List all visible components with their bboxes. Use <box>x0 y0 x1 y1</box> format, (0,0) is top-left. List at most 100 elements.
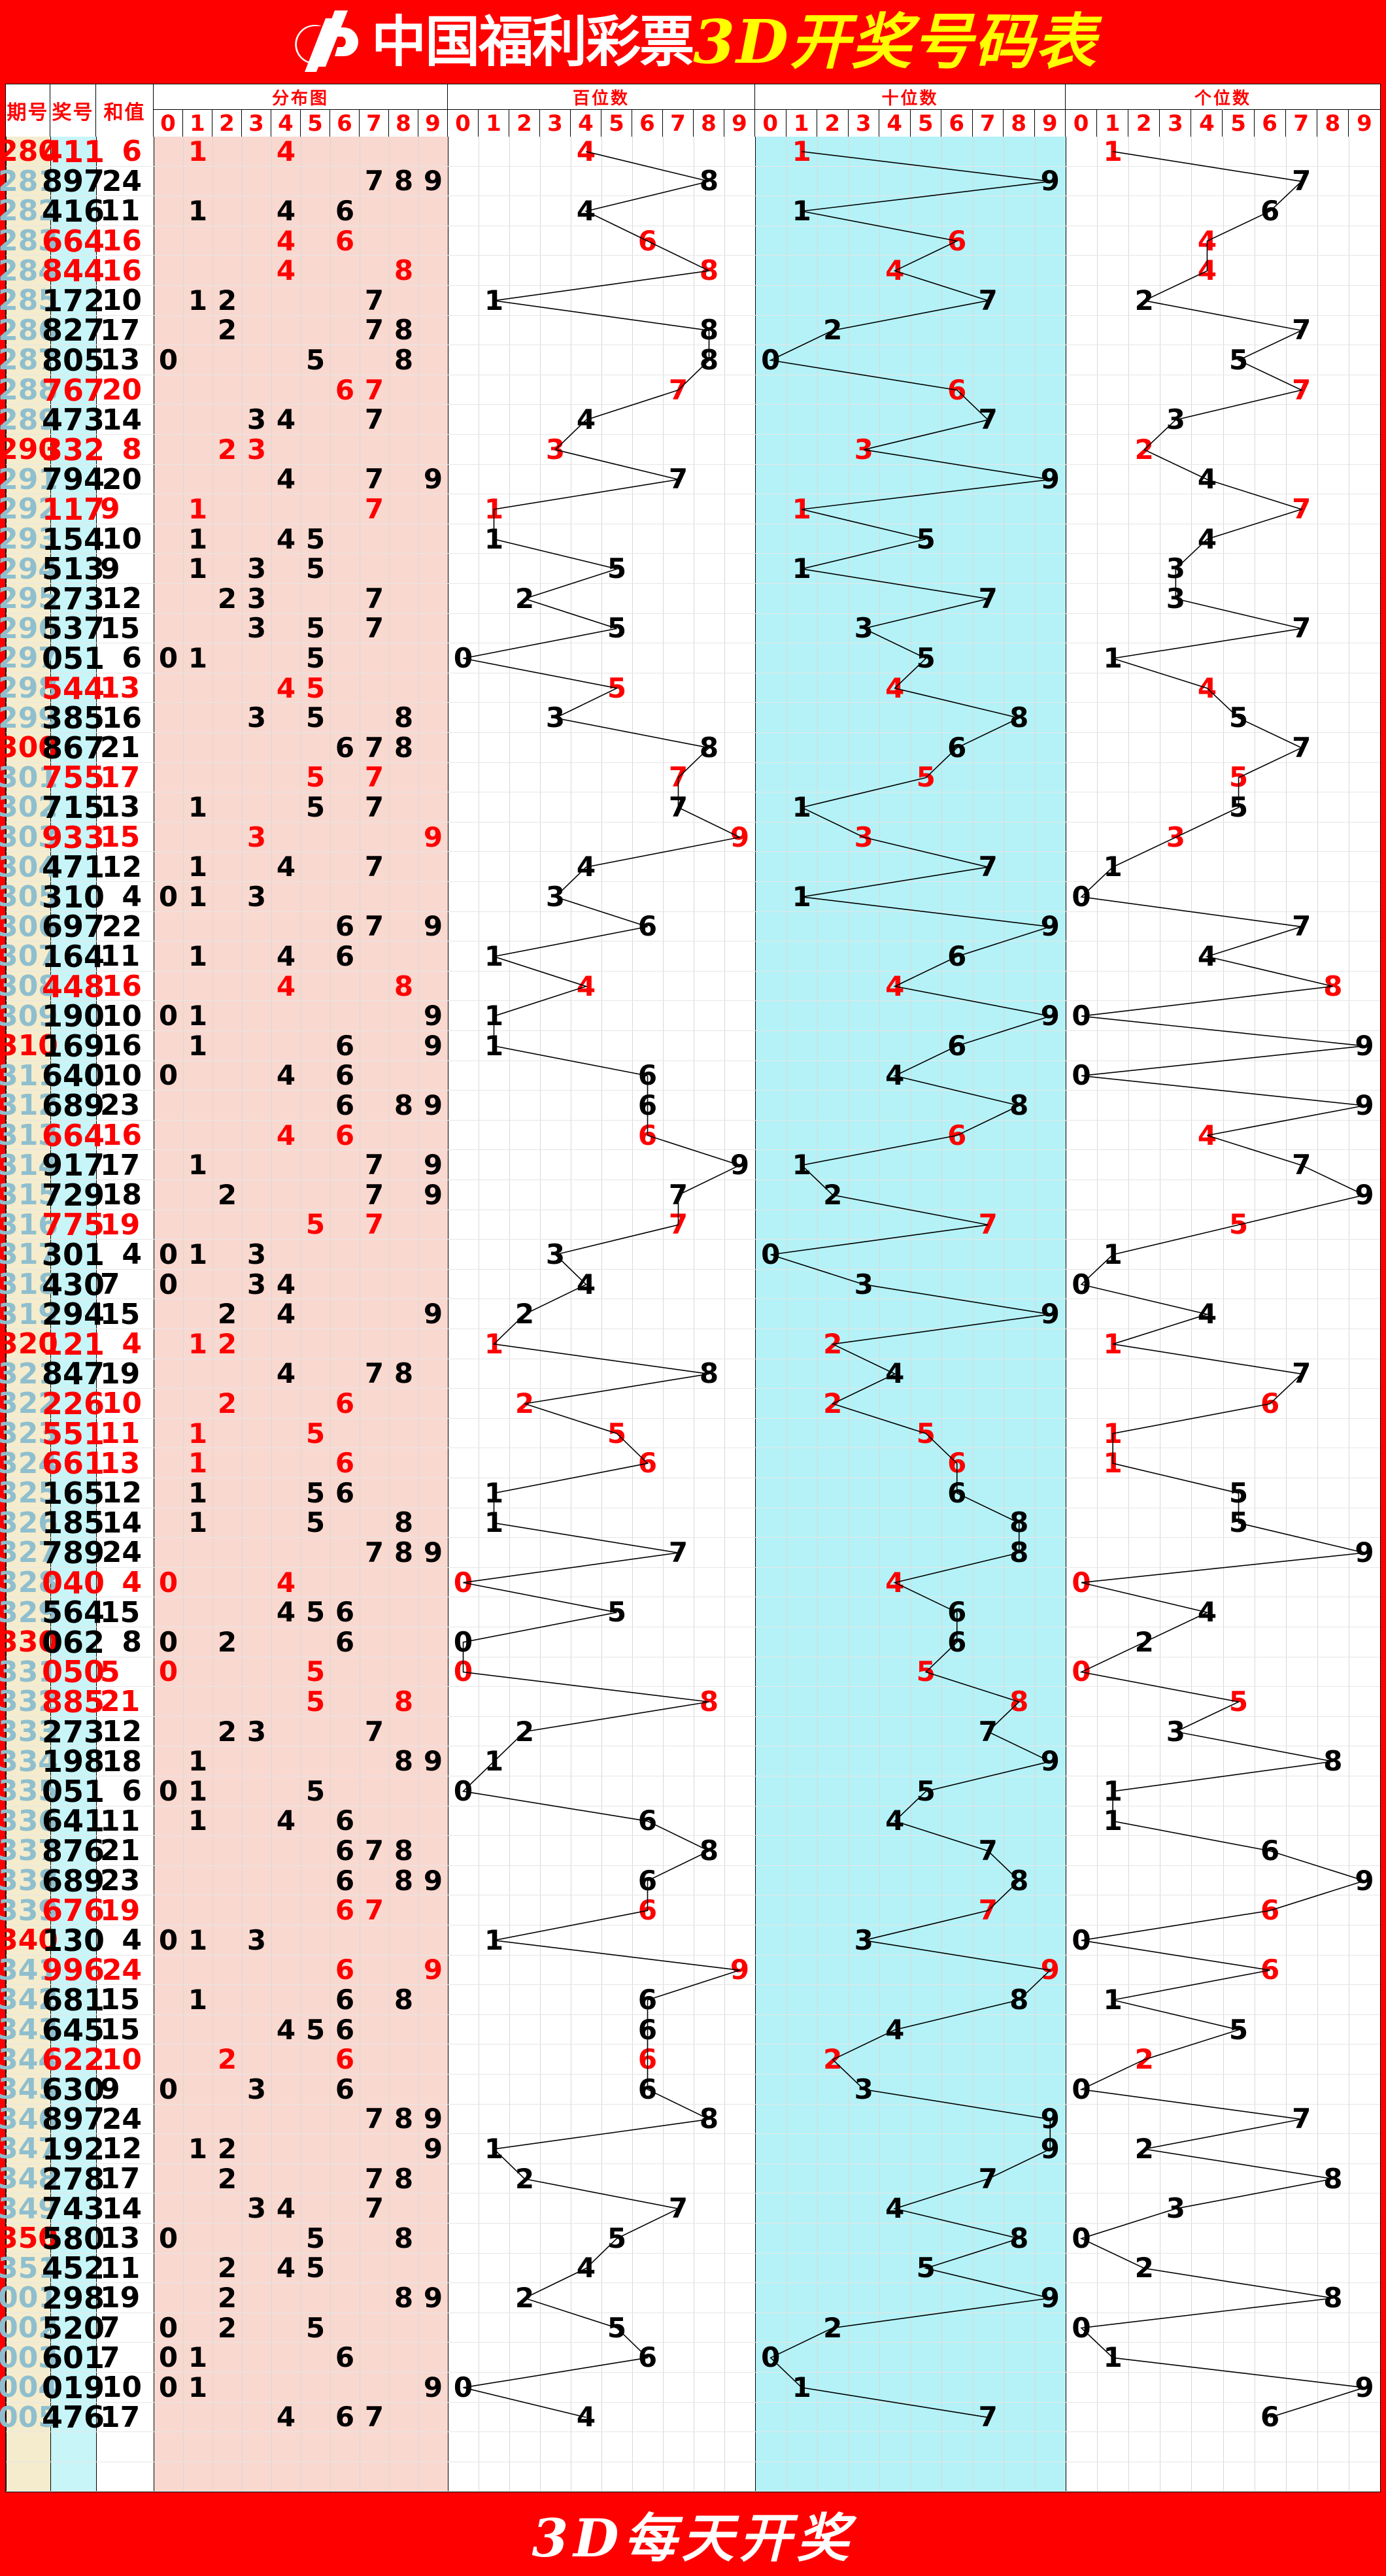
table-row[interactable]: 324 661 13 1 6 6 6 1 <box>0 1446 1380 1481</box>
table-row[interactable]: 349 743 14 3 4 7 7 4 3 <box>0 2191 1380 2226</box>
table-row[interactable]: 335 051 6 0 1 5 0 5 1 <box>0 1774 1380 1809</box>
table-row[interactable]: 334 198 18 1 8 9 1 9 8 <box>0 1744 1380 1779</box>
row-sum: 18 <box>101 1178 142 1212</box>
table-row[interactable]: 337 876 21 6 7 8 8 7 6 <box>0 1833 1380 1869</box>
table-row[interactable] <box>6 2432 1380 2462</box>
table-row[interactable]: 280 411 6 1 4 4 1 1 <box>0 134 1380 169</box>
table-row[interactable]: 342 681 15 1 6 8 6 8 1 <box>0 1982 1380 2018</box>
table-row[interactable]: 303 933 15 3 9 9 3 3 <box>0 820 1380 855</box>
table-row[interactable]: 284 844 16 4 8 8 4 4 <box>0 253 1380 288</box>
table-row[interactable]: 319 294 15 2 4 9 2 9 4 <box>0 1296 1380 1332</box>
table-row[interactable]: 345 630 9 0 3 6 6 3 0 <box>0 2072 1380 2107</box>
table-row[interactable] <box>6 2462 1380 2492</box>
table-row[interactable]: 338 689 23 6 8 9 6 8 9 <box>0 1863 1380 1899</box>
table-row[interactable]: 327 789 24 7 8 9 7 8 9 <box>0 1535 1380 1570</box>
table-row[interactable]: 299 385 16 3 5 8 3 8 5 <box>0 700 1380 736</box>
table-row[interactable]: 304 471 12 1 4 7 4 7 1 <box>0 849 1380 885</box>
row-period: 319 <box>0 1297 58 1331</box>
ones-digit-mark: 0 <box>1072 880 1091 913</box>
table-row[interactable]: 306 697 22 6 7 9 6 9 7 <box>0 909 1380 944</box>
table-row[interactable]: 310 169 16 1 6 9 1 6 9 <box>0 1028 1380 1064</box>
dist-mark-9: 9 <box>423 1864 443 1897</box>
ones-digit-mark: 6 <box>1260 2401 1280 2433</box>
dist-mark-9: 9 <box>423 2103 443 2135</box>
dist-mark-0: 0 <box>158 1655 178 1688</box>
table-row[interactable]: 313 664 16 4 6 6 6 4 <box>0 1117 1380 1153</box>
table-row[interactable]: 285 172 10 1 2 7 1 7 2 <box>0 283 1380 318</box>
table-row[interactable]: 282 416 11 1 4 6 4 1 6 <box>0 194 1380 229</box>
table-row[interactable]: 293 154 10 1 4 5 1 5 4 <box>0 522 1380 557</box>
table-row[interactable]: 291 794 20 4 7 9 7 9 4 <box>0 462 1380 497</box>
table-row[interactable]: 300 867 21 6 7 8 8 6 7 <box>0 730 1380 766</box>
row-sum: 17 <box>100 2162 141 2196</box>
hund-digit-mark: 6 <box>637 2073 658 2105</box>
table-row[interactable]: 309 190 10 0 1 9 1 9 0 <box>0 998 1380 1034</box>
table-row[interactable]: 288 767 20 6 7 7 6 7 <box>0 373 1380 408</box>
digit-header-dist-1: 1 <box>183 109 212 137</box>
table-row[interactable]: 320 121 4 1 2 1 2 1 <box>0 1327 1380 1362</box>
table-row[interactable]: 330 062 8 0 2 6 0 6 2 <box>0 1625 1380 1660</box>
table-row[interactable]: 316 775 19 5 7 7 7 5 <box>0 1207 1380 1242</box>
table-row[interactable]: 326 185 14 1 5 8 1 8 5 <box>0 1505 1380 1540</box>
table-row[interactable]: 002 520 7 0 2 5 5 2 0 <box>0 2311 1380 2346</box>
table-row[interactable]: 336 641 11 1 4 6 6 4 1 <box>0 1803 1380 1839</box>
table-row[interactable]: 314 917 17 1 7 9 9 1 7 <box>0 1147 1380 1183</box>
table-row[interactable]: 341 996 24 6 9 9 9 6 <box>0 1952 1380 1988</box>
table-row[interactable]: 287 805 13 0 5 8 8 0 5 <box>0 343 1380 378</box>
row-number: 664 <box>41 1117 105 1153</box>
table-row[interactable]: 298 544 13 4 5 5 4 4 <box>0 671 1380 706</box>
table-row[interactable]: 301 755 17 5 7 7 5 5 <box>0 760 1380 795</box>
table-row[interactable]: 289 473 14 3 4 7 4 7 3 <box>0 402 1380 437</box>
ones-digit-mark: 8 <box>1323 970 1343 1002</box>
table-row[interactable]: 346 897 24 7 8 9 8 9 7 <box>0 2101 1380 2137</box>
table-row[interactable]: 286 827 17 2 7 8 8 2 7 <box>0 313 1380 348</box>
table-row[interactable]: 340 130 4 0 1 3 1 3 0 <box>0 1923 1380 1958</box>
table-row[interactable]: 317 301 4 0 1 3 3 0 1 <box>0 1237 1380 1272</box>
table-row[interactable]: 351 452 11 2 4 5 4 5 2 <box>0 2250 1380 2286</box>
table-row[interactable]: 328 040 4 0 4 0 4 0 <box>0 1565 1380 1601</box>
table-row[interactable]: 292 117 9 1 7 1 1 7 <box>0 492 1380 527</box>
dist-mark-7: 7 <box>364 910 384 943</box>
table-row[interactable]: 311 640 10 0 4 6 6 4 0 <box>0 1058 1380 1093</box>
table-row[interactable]: 312 689 23 6 8 9 6 8 9 <box>0 1088 1380 1123</box>
table-row[interactable]: 307 164 11 1 4 6 1 6 4 <box>0 939 1380 974</box>
table-row[interactable]: 308 448 16 4 8 4 4 8 <box>0 969 1380 1004</box>
table-row[interactable]: 348 278 17 2 7 8 2 7 8 <box>0 2161 1380 2197</box>
table-row[interactable]: 296 537 15 3 5 7 5 3 7 <box>0 611 1380 646</box>
table-row[interactable]: 001 298 19 2 8 9 2 9 8 <box>0 2280 1380 2316</box>
hund-digit-mark: 7 <box>668 1208 688 1241</box>
ones-digit-mark: 5 <box>1228 343 1249 376</box>
dist-mark-4: 4 <box>276 671 296 704</box>
row-period: 321 <box>0 1357 58 1391</box>
table-row[interactable]: 005 476 17 4 6 7 4 7 6 <box>0 2399 1380 2435</box>
table-row[interactable]: 347 192 12 1 2 9 1 9 2 <box>0 2131 1380 2167</box>
table-row[interactable]: 281 897 24 7 8 9 8 9 7 <box>0 163 1380 199</box>
table-row[interactable]: 329 564 15 4 5 6 5 6 4 <box>0 1595 1380 1630</box>
table-row[interactable]: 332 885 21 5 8 8 8 5 <box>0 1684 1380 1720</box>
table-row[interactable]: 315 729 18 2 7 9 7 2 9 <box>0 1178 1380 1213</box>
table-row[interactable]: 305 310 4 0 1 3 3 1 0 <box>0 879 1380 915</box>
table-row[interactable]: 344 622 10 2 6 6 2 2 <box>0 2042 1380 2077</box>
table-row[interactable]: 331 050 5 0 5 0 5 0 <box>0 1654 1380 1689</box>
table-row[interactable]: 323 551 11 1 5 5 5 1 <box>0 1416 1380 1451</box>
table-row[interactable]: 339 676 19 6 7 6 7 6 <box>0 1893 1380 1928</box>
digit-header-tens-2: 2 <box>817 109 849 137</box>
table-row[interactable]: 302 715 13 1 5 7 7 1 5 <box>0 790 1380 825</box>
table-row[interactable]: 333 273 12 2 3 7 2 7 3 <box>0 1714 1380 1750</box>
ones-digit-mark: 5 <box>1228 1506 1249 1539</box>
table-row[interactable]: 322 226 10 2 6 2 2 6 <box>0 1386 1380 1421</box>
row-sum: 22 <box>101 909 142 943</box>
table-row[interactable]: 004 019 10 0 1 9 0 1 9 <box>0 2370 1380 2405</box>
table-row[interactable]: 290 332 8 2 3 3 3 2 <box>0 432 1380 467</box>
table-row[interactable]: 295 273 12 2 3 7 2 7 3 <box>0 581 1380 617</box>
table-row[interactable]: 003 601 7 0 1 6 6 0 1 <box>0 2340 1380 2375</box>
row-sum <box>96 2432 154 2462</box>
table-row[interactable]: 297 051 6 0 1 5 0 5 1 <box>0 641 1380 676</box>
table-row[interactable]: 318 430 7 0 3 4 4 3 0 <box>0 1267 1380 1302</box>
table-row[interactable]: 283 664 16 4 6 6 6 4 <box>0 224 1380 259</box>
table-row[interactable]: 325 165 12 1 5 6 1 6 5 <box>0 1476 1380 1511</box>
table-row[interactable]: 343 645 15 4 5 6 6 4 5 <box>0 2012 1380 2048</box>
table-row[interactable]: 321 847 19 4 7 8 8 4 7 <box>0 1356 1380 1391</box>
table-row[interactable]: 350 580 13 0 5 8 5 8 0 <box>0 2221 1380 2256</box>
table-row[interactable]: 294 513 9 1 3 5 5 1 3 <box>0 551 1380 586</box>
